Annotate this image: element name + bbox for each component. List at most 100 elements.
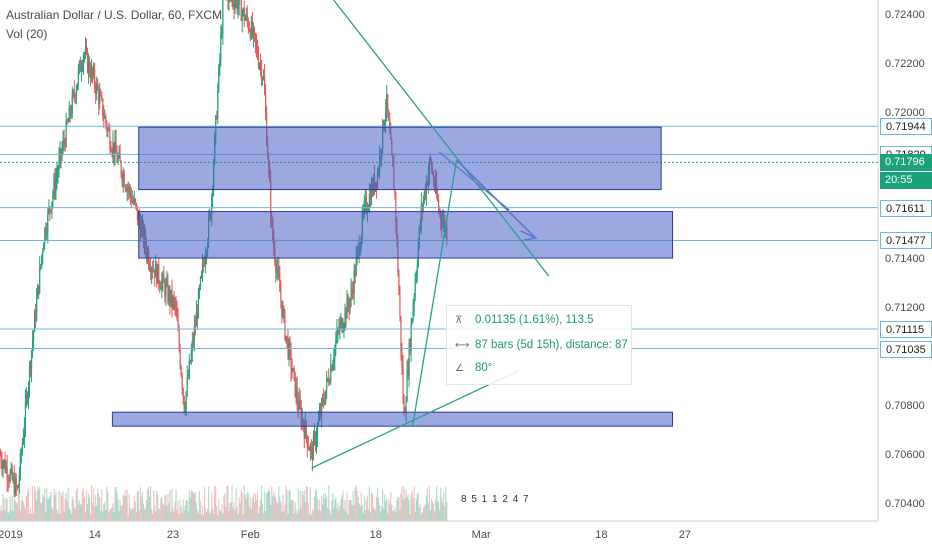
candle <box>66 113 67 148</box>
candle <box>152 260 153 279</box>
candle <box>99 83 100 110</box>
candle <box>189 354 190 380</box>
candle <box>307 435 308 458</box>
zone-rectangle[interactable] <box>139 127 661 189</box>
measure-angle: 80° <box>475 362 492 374</box>
volume-bars <box>0 485 447 521</box>
candle <box>110 141 111 153</box>
x-tick-label: Feb <box>241 529 260 541</box>
level-label: 0.71115 <box>880 321 932 338</box>
measure-bars-row: ⟷87 bars (5d 15h), distance: 87 <box>455 339 628 351</box>
y-tick-label: 0.72400 <box>880 7 932 24</box>
x-tick-label: 14 <box>89 529 101 541</box>
candle <box>107 126 108 138</box>
angle-icon: ∠ <box>455 363 469 374</box>
level-label: 0.71035 <box>880 341 932 358</box>
candle <box>299 388 300 411</box>
candle <box>325 390 326 405</box>
zone-rectangle[interactable] <box>139 212 673 258</box>
candle <box>264 64 265 95</box>
volume-bar <box>446 502 447 521</box>
candle <box>81 60 82 82</box>
candle <box>253 22 254 47</box>
current-price-label: 0.71796 <box>880 154 932 171</box>
candle <box>64 129 65 151</box>
candle <box>55 168 56 200</box>
y-tick-label: 0.71200 <box>880 300 932 317</box>
candle <box>51 202 52 219</box>
candle <box>218 64 219 93</box>
candle <box>354 264 355 305</box>
candle <box>222 0 223 45</box>
candle <box>180 344 181 370</box>
candle <box>200 276 201 290</box>
candle <box>288 338 289 366</box>
candle <box>259 62 260 70</box>
candle <box>399 286 400 322</box>
candle <box>45 222 46 240</box>
candle <box>187 366 188 397</box>
candle <box>336 319 337 344</box>
candle <box>337 327 338 343</box>
candle <box>7 455 8 492</box>
x-tick-label: 18 <box>595 529 607 541</box>
candle <box>108 122 109 131</box>
candle <box>20 449 21 481</box>
x-tick-label: 2019 <box>0 529 23 541</box>
level-label: 0.71944 <box>880 118 932 135</box>
candle <box>406 360 407 402</box>
candle <box>74 80 75 102</box>
indicator-label: Vol (20) <box>6 25 222 44</box>
y-tick-label: 0.70600 <box>880 447 932 464</box>
candle <box>124 169 125 187</box>
candle <box>308 436 309 450</box>
level-label: 0.71477 <box>880 232 932 249</box>
y-tick-label: 0.70400 <box>880 496 932 513</box>
measure-price: 0.01135 (1.61%), 113.5 <box>475 314 594 326</box>
trendline[interactable] <box>413 160 457 426</box>
candle <box>230 0 231 2</box>
x-tick-label: Mar <box>472 529 491 541</box>
candle <box>398 269 399 295</box>
candle <box>278 258 279 281</box>
candle <box>310 443 311 461</box>
candle <box>347 294 348 313</box>
candle <box>225 0 226 1</box>
candle <box>16 473 17 496</box>
candle <box>351 278 352 307</box>
candle <box>119 144 120 162</box>
candle <box>47 207 48 243</box>
candle <box>131 187 132 207</box>
axes <box>0 0 878 521</box>
candle <box>437 189 438 202</box>
candle <box>414 293 415 316</box>
candle <box>115 130 116 154</box>
zone-rectangle[interactable] <box>112 412 672 426</box>
candle <box>300 390 301 409</box>
candle <box>41 254 42 268</box>
candle <box>8 474 9 492</box>
candle <box>411 318 412 362</box>
candle <box>412 318 413 325</box>
candle <box>388 109 389 121</box>
candle <box>323 388 324 408</box>
candle <box>33 330 34 351</box>
candle <box>62 131 63 156</box>
candle <box>261 60 262 87</box>
candle <box>48 199 49 214</box>
x-tick-label: 18 <box>370 529 382 541</box>
y-tick-label: 0.71400 <box>880 251 932 268</box>
candle <box>177 308 178 331</box>
candle <box>97 78 98 90</box>
candle <box>150 257 151 280</box>
countdown-label: 20:55 <box>880 172 932 189</box>
candle <box>56 163 57 189</box>
measure-angle-row: ∠ 80° <box>455 362 492 374</box>
candle <box>279 265 280 291</box>
candle <box>40 264 41 270</box>
candle <box>77 83 78 91</box>
candle <box>194 315 195 351</box>
bars-range-icon: ⟷ <box>455 340 469 351</box>
